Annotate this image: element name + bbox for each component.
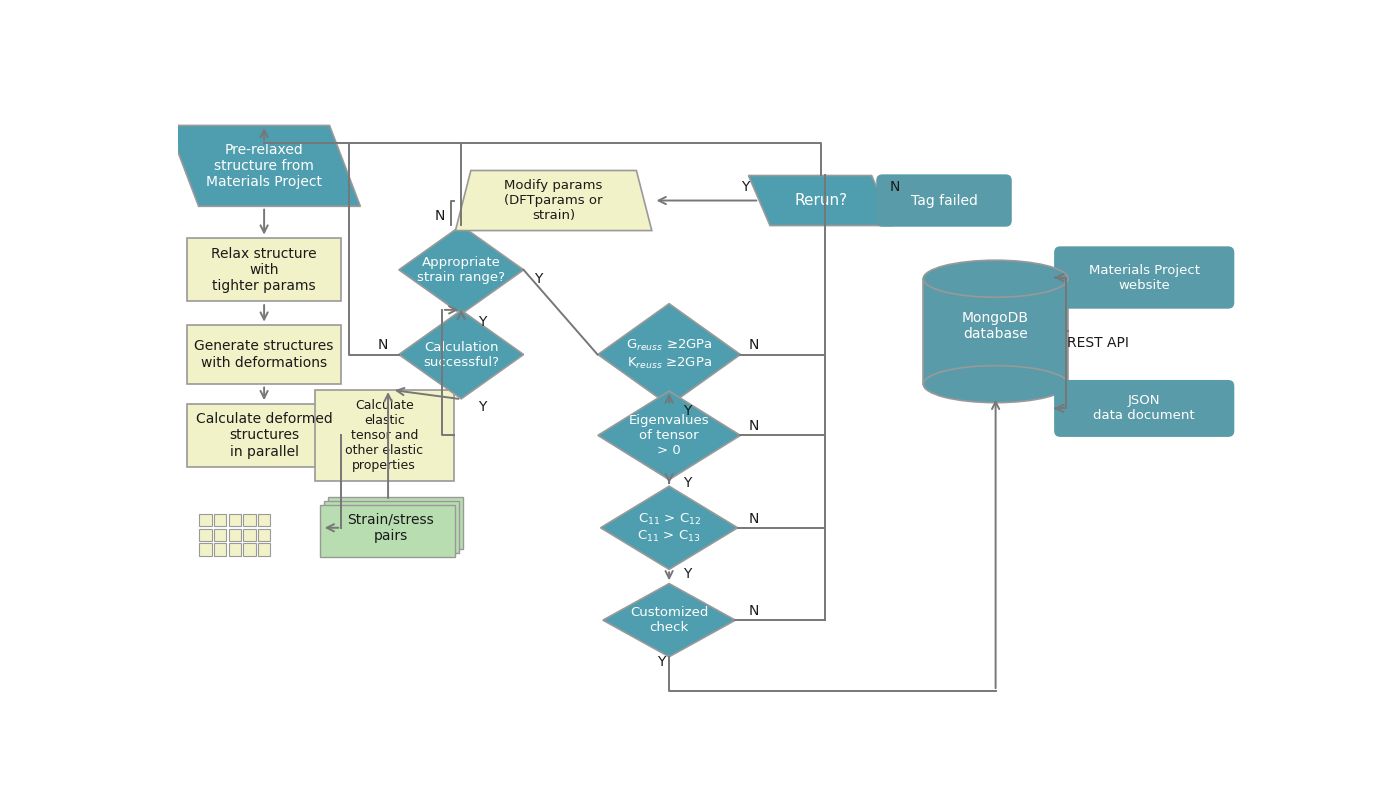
Polygon shape — [598, 391, 741, 480]
Text: MongoDB
database: MongoDB database — [963, 310, 1030, 341]
Text: Y: Y — [741, 180, 749, 194]
Text: N: N — [749, 512, 759, 526]
Bar — [213, 528, 226, 541]
Text: N: N — [749, 604, 759, 618]
Bar — [199, 543, 212, 555]
Text: N: N — [378, 338, 388, 352]
Bar — [258, 514, 271, 526]
Polygon shape — [923, 279, 1069, 384]
Text: Y: Y — [534, 272, 543, 286]
Text: Calculate
elastic
tensor and
other elastic
properties: Calculate elastic tensor and other elast… — [345, 399, 423, 472]
Text: N: N — [749, 338, 759, 352]
Bar — [199, 514, 212, 526]
Bar — [213, 543, 226, 555]
Ellipse shape — [923, 366, 1069, 402]
Bar — [229, 543, 241, 555]
FancyBboxPatch shape — [187, 326, 342, 384]
Text: Calculate deformed
structures
in parallel: Calculate deformed structures in paralle… — [195, 412, 332, 459]
FancyBboxPatch shape — [187, 404, 342, 467]
Text: Rerun?: Rerun? — [794, 193, 847, 208]
Text: Relax structure
with
tighter params: Relax structure with tighter params — [211, 246, 317, 293]
Text: Appropriate
strain range?: Appropriate strain range? — [417, 256, 505, 284]
Polygon shape — [167, 125, 360, 206]
Bar — [243, 543, 255, 555]
Bar — [229, 528, 241, 541]
Polygon shape — [455, 170, 651, 230]
Text: Generate structures
with deformations: Generate structures with deformations — [194, 340, 333, 370]
Text: G$_{reuss}$ ≥2GPa
K$_{reuss}$ ≥2GPa: G$_{reuss}$ ≥2GPa K$_{reuss}$ ≥2GPa — [626, 338, 713, 371]
Text: Y: Y — [478, 400, 487, 414]
Polygon shape — [399, 310, 523, 399]
FancyBboxPatch shape — [1055, 246, 1235, 309]
Text: Materials Project
website: Materials Project website — [1088, 264, 1200, 291]
Polygon shape — [601, 486, 738, 569]
Text: Tag failed: Tag failed — [911, 193, 978, 208]
Bar — [258, 528, 271, 541]
Polygon shape — [399, 226, 523, 314]
Text: Y: Y — [684, 404, 692, 417]
Text: N: N — [434, 209, 445, 223]
Text: JSON
data document: JSON data document — [1094, 394, 1196, 422]
Text: Y: Y — [684, 567, 692, 581]
Ellipse shape — [923, 261, 1069, 297]
Text: Y: Y — [478, 315, 487, 329]
FancyBboxPatch shape — [328, 497, 463, 550]
Polygon shape — [749, 176, 893, 226]
Bar — [229, 514, 241, 526]
Bar — [258, 543, 271, 555]
Text: N: N — [749, 419, 759, 433]
Polygon shape — [603, 584, 735, 657]
FancyBboxPatch shape — [1055, 380, 1235, 437]
FancyBboxPatch shape — [324, 501, 459, 553]
Text: Strain/stress
pairs: Strain/stress pairs — [347, 512, 434, 543]
Bar — [199, 528, 212, 541]
Bar — [243, 514, 255, 526]
Polygon shape — [598, 303, 741, 406]
Text: Y: Y — [684, 476, 692, 490]
Bar — [213, 514, 226, 526]
Text: Y: Y — [657, 655, 665, 668]
Text: C$_{11}$ > C$_{12}$
C$_{11}$ > C$_{13}$: C$_{11}$ > C$_{12}$ C$_{11}$ > C$_{13}$ — [638, 512, 700, 544]
FancyBboxPatch shape — [187, 238, 342, 302]
Text: Customized
check: Customized check — [631, 606, 709, 634]
Bar — [243, 528, 255, 541]
Text: REST API: REST API — [1067, 336, 1129, 350]
FancyBboxPatch shape — [315, 390, 453, 481]
Text: N: N — [890, 180, 901, 194]
Text: Calculation
successful?: Calculation successful? — [423, 341, 499, 368]
Text: Modify params
(DFTparams or
strain): Modify params (DFTparams or strain) — [505, 179, 603, 222]
Text: Pre-relaxed
structure from
Materials Project: Pre-relaxed structure from Materials Pro… — [206, 143, 322, 189]
Text: Eigenvalues
of tensor
> 0: Eigenvalues of tensor > 0 — [629, 414, 710, 457]
FancyBboxPatch shape — [876, 174, 1011, 227]
FancyBboxPatch shape — [321, 505, 455, 557]
